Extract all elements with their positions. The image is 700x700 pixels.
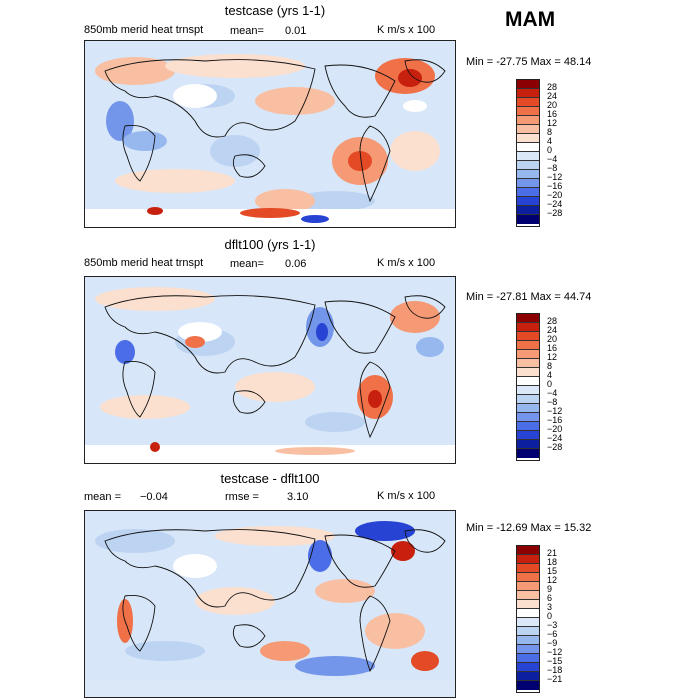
panel-2-level-label: 20 — [547, 334, 558, 344]
panel-1-colorbar — [516, 79, 540, 227]
panel-2-level-label: −12 — [547, 406, 563, 416]
panel-1-level-label: −4 — [547, 154, 558, 164]
panel-3-map — [84, 510, 456, 698]
panel-3-title: testcase - dflt100 — [220, 471, 320, 486]
panel-3-units: K m/s x 100 — [377, 490, 436, 502]
panel-2-map-field — [85, 277, 455, 463]
panel-1-level-label: 20 — [547, 100, 558, 110]
panel-1-minmax: Min = -27.75 Max = 48.14 — [466, 56, 592, 68]
panel-3-level-label: −3 — [547, 620, 558, 630]
panel-1-level-label: −8 — [547, 163, 558, 173]
panel-2-mean-label: mean= — [230, 258, 264, 270]
panel-3-rmse-value: 3.10 — [287, 491, 309, 503]
panel-1-field-label: 850mb merid heat trnspt — [84, 24, 204, 36]
panel-2-title: dflt100 (yrs 1-1) — [224, 237, 316, 252]
panel-2-level-label: −8 — [547, 397, 558, 407]
panel-3-mean-value: −0.04 — [140, 491, 168, 503]
panel-3-level-label: −15 — [547, 656, 563, 666]
panel-3-level-label: 21 — [547, 548, 558, 558]
panel-3-level-label: 9 — [547, 584, 553, 594]
panel-1-level-label: −20 — [547, 190, 563, 200]
panel-3-map-field — [85, 511, 455, 697]
panel-2-level-label: 12 — [547, 352, 558, 362]
panel-3-colorbar — [516, 545, 540, 693]
season-label: MAM — [505, 8, 556, 31]
panel-3-level-label: 3 — [547, 602, 553, 612]
panel-2-map — [84, 276, 456, 464]
panel-3-level-label: −6 — [547, 629, 558, 639]
panel-3-minmax: Min = -12.69 Max = 15.32 — [466, 522, 592, 534]
panel-2-level-label: 28 — [547, 316, 558, 326]
panel-3-level-label: −18 — [547, 665, 563, 675]
panel-3-level-label: 15 — [547, 566, 558, 576]
panel-3-level-label: 0 — [547, 611, 553, 621]
panel-1-level-label: 28 — [547, 82, 558, 92]
panel-3-rmse-label: rmse = — [225, 491, 259, 503]
panel-2-level-label: 8 — [547, 361, 553, 371]
panel-3-level-label: −21 — [547, 674, 563, 684]
panel-3-level-label: 18 — [547, 557, 558, 567]
panel-2-level-label: −28 — [547, 442, 563, 452]
panel-2-level-label: −20 — [547, 424, 563, 434]
panel-1-level-label: 4 — [547, 136, 553, 146]
panel-1-title: testcase (yrs 1-1) — [224, 3, 326, 18]
panel-2-level-label: 4 — [547, 370, 553, 380]
panel-2-minmax: Min = -27.81 Max = 44.74 — [466, 291, 592, 303]
panel-3-mean-label: mean = — [84, 491, 121, 503]
panel-1-mean-label: mean= — [230, 25, 264, 37]
panel-2-level-label: −4 — [547, 388, 558, 398]
panel-1-level-label: −16 — [547, 181, 563, 191]
panel-1-level-label: −28 — [547, 208, 563, 218]
panel-2-level-label: −24 — [547, 433, 563, 443]
panel-2-field-label: 850mb merid heat trnspt — [84, 257, 204, 269]
panel-2-level-label: −16 — [547, 415, 563, 425]
panel-2-level-label: 24 — [547, 325, 558, 335]
panel-2-units: K m/s x 100 — [377, 257, 436, 269]
panel-1-level-label: 24 — [547, 91, 558, 101]
panel-1-mean-value: 0.01 — [285, 25, 307, 37]
panel-3-level-label: 6 — [547, 593, 553, 603]
panel-1-map-field — [85, 41, 455, 227]
panel-1-level-label: 8 — [547, 127, 553, 137]
panel-2-colorbar — [516, 313, 540, 461]
panel-1-map — [84, 40, 456, 228]
panel-1-level-label: 16 — [547, 109, 558, 119]
panel-3-level-label: −12 — [547, 647, 563, 657]
panel-1-level-label: 12 — [547, 118, 558, 128]
panel-2-mean-value: 0.06 — [285, 258, 307, 270]
panel-3-level-label: −9 — [547, 638, 558, 648]
panel-1-level-label: 0 — [547, 145, 553, 155]
panel-3-level-label: 12 — [547, 575, 558, 585]
panel-2-level-label: 0 — [547, 379, 553, 389]
panel-1-level-label: −12 — [547, 172, 563, 182]
panel-1-level-label: −24 — [547, 199, 563, 209]
panel-1-units: K m/s x 100 — [377, 24, 436, 36]
panel-2-level-label: 16 — [547, 343, 558, 353]
